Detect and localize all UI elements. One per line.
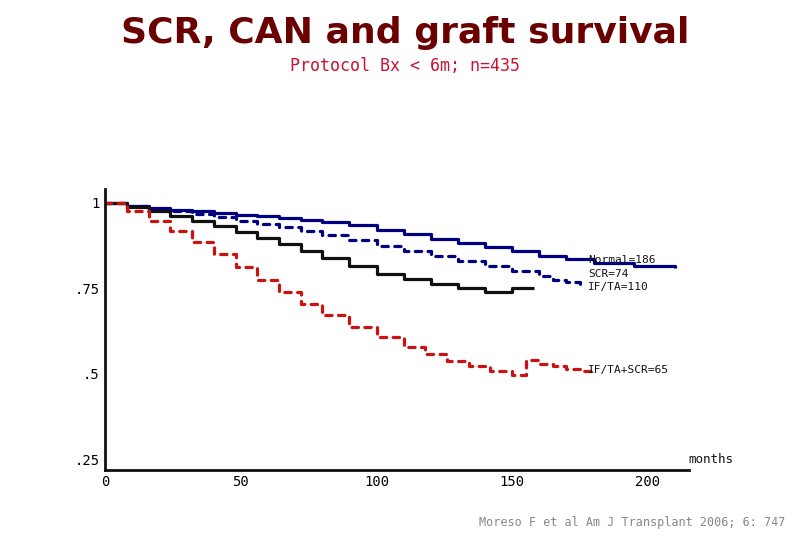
Text: Protocol Bx < 6m; n=435: Protocol Bx < 6m; n=435 bbox=[290, 57, 520, 75]
Text: Normal=186: Normal=186 bbox=[588, 255, 655, 265]
Text: Moreso F et al Am J Transplant 2006; 6: 747: Moreso F et al Am J Transplant 2006; 6: … bbox=[480, 516, 786, 529]
Text: SCR, CAN and graft survival: SCR, CAN and graft survival bbox=[121, 16, 689, 50]
Text: SCR=74: SCR=74 bbox=[588, 268, 629, 279]
Text: IF/TA=110: IF/TA=110 bbox=[588, 282, 649, 292]
Text: IF/TA+SCR=65: IF/TA+SCR=65 bbox=[588, 366, 669, 375]
Text: months: months bbox=[688, 453, 734, 465]
